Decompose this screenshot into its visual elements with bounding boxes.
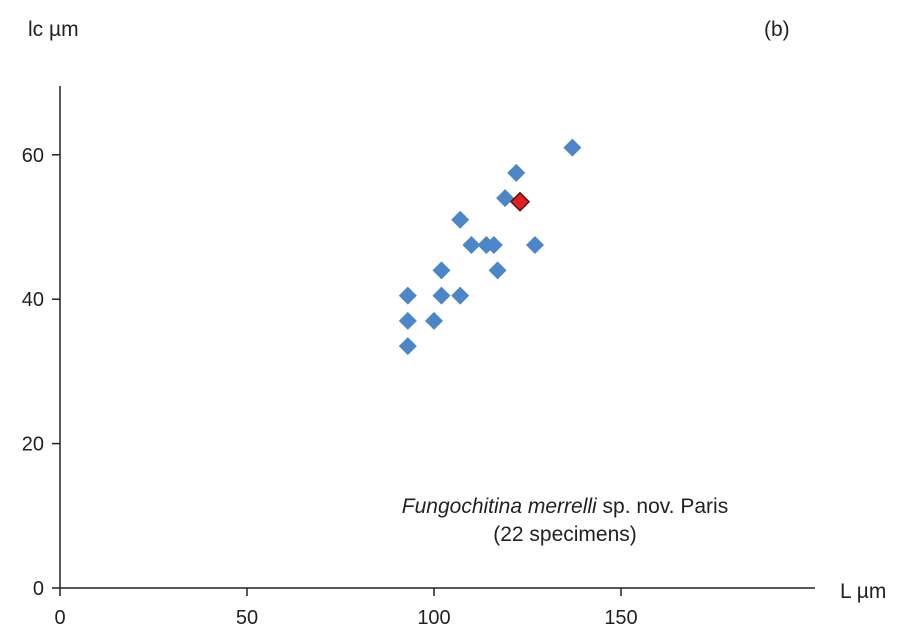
x-tick-label: 50 (236, 607, 258, 629)
data-point (451, 286, 470, 305)
data-point (398, 311, 417, 330)
y-tick-label: 20 (22, 434, 44, 456)
panel-label: (b) (764, 18, 790, 41)
highlight-point (509, 191, 531, 212)
x-axis-label: L µm (840, 580, 887, 603)
data-point (398, 337, 417, 356)
y-tick-label: 40 (22, 289, 44, 311)
species-suffix: sp. nov. Paris (596, 495, 729, 518)
y-tick-label: 60 (22, 145, 44, 167)
x-tick-label: 100 (417, 607, 450, 629)
chart-annotation: Fungochitina merrelli sp. nov. Paris (22… (350, 493, 780, 549)
data-point (398, 286, 417, 305)
data-point (425, 311, 443, 330)
data-point (507, 163, 526, 182)
y-axis-label: lc µm (28, 18, 79, 41)
data-points (398, 138, 582, 356)
data-point (432, 261, 451, 280)
data-point (563, 138, 582, 157)
axes (59, 86, 815, 589)
x-tick-label: 0 (54, 607, 65, 629)
data-point (484, 236, 503, 255)
data-point (488, 261, 507, 280)
y-tick-label: 0 (33, 578, 44, 600)
data-point (525, 236, 544, 255)
annotation-line-1: Fungochitina merrelli sp. nov. Paris (350, 493, 780, 521)
data-point (451, 210, 470, 229)
data-point (462, 236, 481, 255)
annotation-line-2: (22 specimens) (493, 523, 637, 546)
data-point (432, 286, 451, 305)
ticks: 0 50 100 150 0 20 40 60 (22, 145, 638, 629)
species-name: Fungochitina merrelli (401, 495, 597, 518)
data-point (496, 189, 515, 208)
x-tick-label: 150 (604, 607, 637, 629)
